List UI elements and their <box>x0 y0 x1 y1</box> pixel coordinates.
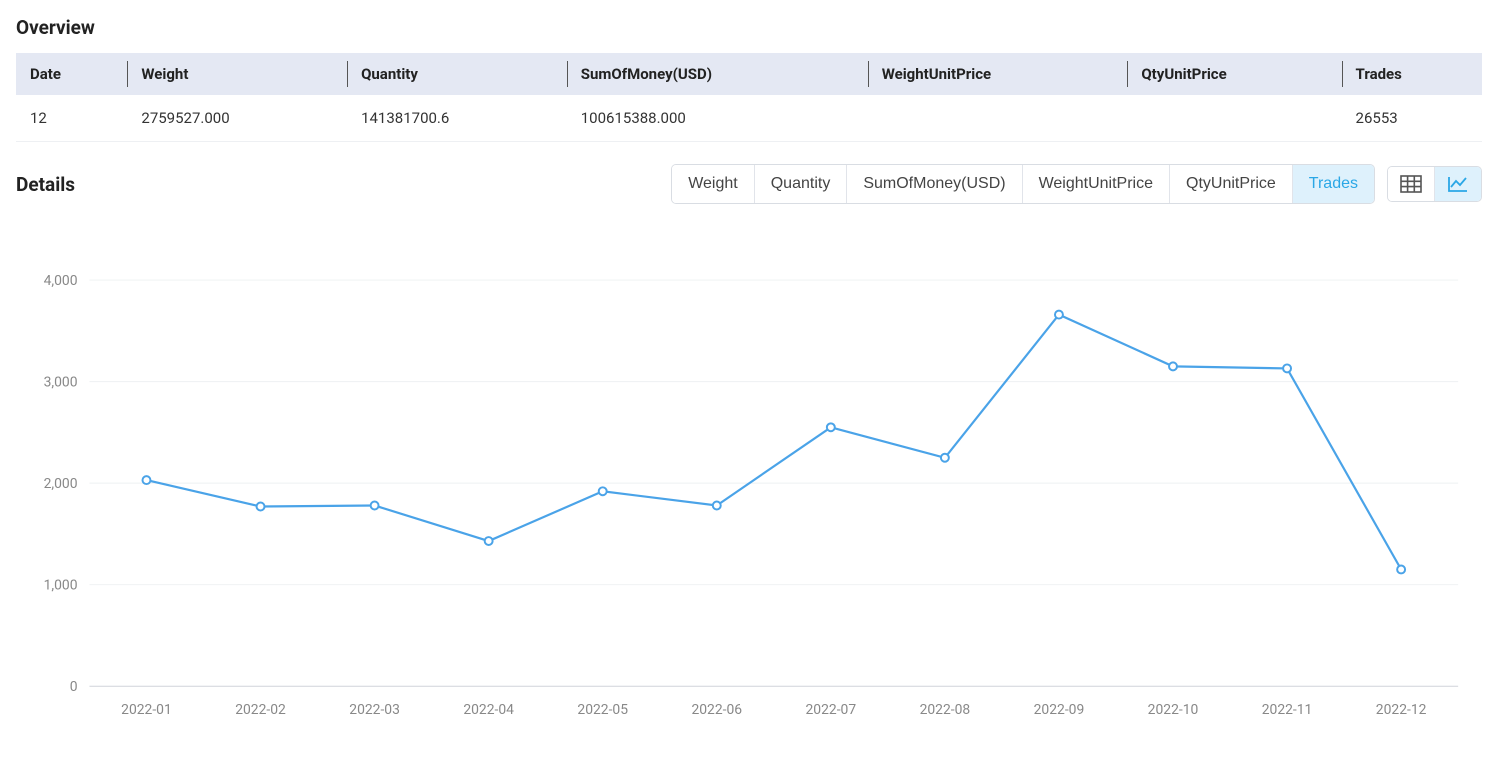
tab-quantity[interactable]: Quantity <box>754 165 847 203</box>
cell-sumofmoney: 100615388.000 <box>567 95 868 142</box>
view-mode-group <box>1387 166 1482 202</box>
tab-qtyunitprice[interactable]: QtyUnitPrice <box>1169 165 1292 203</box>
svg-text:2022-02: 2022-02 <box>235 702 286 718</box>
svg-text:2022-01: 2022-01 <box>121 702 172 718</box>
overview-title: Overview <box>16 16 1482 39</box>
tab-trades[interactable]: Trades <box>1292 165 1374 203</box>
cell-weightunitprice <box>868 95 1128 142</box>
overview-data-row: 12 2759527.000 141381700.6 100615388.000… <box>16 95 1482 142</box>
col-quantity: Quantity <box>347 53 567 95</box>
view-table-button[interactable] <box>1388 167 1434 201</box>
cell-qtyunitprice <box>1127 95 1341 142</box>
col-sumofmoney: SumOfMoney(USD) <box>567 53 868 95</box>
table-icon <box>1400 175 1422 193</box>
svg-text:2022-04: 2022-04 <box>463 702 514 718</box>
cell-trades: 26553 <box>1342 95 1482 142</box>
cell-weight: 2759527.000 <box>127 95 347 142</box>
svg-text:1,000: 1,000 <box>44 578 78 594</box>
details-title: Details <box>16 173 75 196</box>
svg-text:2022-12: 2022-12 <box>1376 702 1427 718</box>
tab-weight[interactable]: Weight <box>672 165 754 203</box>
col-weightunitprice: WeightUnitPrice <box>868 53 1128 95</box>
line-chart-icon <box>1447 175 1469 193</box>
view-chart-button[interactable] <box>1434 167 1481 201</box>
cell-date: 12 <box>16 95 127 142</box>
col-qtyunitprice: QtyUnitPrice <box>1127 53 1341 95</box>
svg-text:2022-03: 2022-03 <box>349 702 400 718</box>
svg-text:2022-05: 2022-05 <box>577 702 628 718</box>
svg-text:0: 0 <box>70 679 78 695</box>
tab-sumofmoney[interactable]: SumOfMoney(USD) <box>846 165 1021 203</box>
svg-text:2022-11: 2022-11 <box>1262 702 1313 718</box>
cell-quantity: 141381700.6 <box>347 95 567 142</box>
trades-chart: 0 1,000 2,000 3,000 4,000 2022-01 2022-02 2022-… <box>16 222 1482 730</box>
chart-canvas: 0 1,000 2,000 3,000 4,000 2022-01 2022-02 2022-… <box>20 230 1478 726</box>
svg-text:2022-09: 2022-09 <box>1034 702 1085 718</box>
svg-text:3,000: 3,000 <box>44 375 78 391</box>
svg-text:4,000: 4,000 <box>44 273 78 289</box>
svg-text:2022-06: 2022-06 <box>691 702 742 718</box>
svg-text:2022-10: 2022-10 <box>1148 702 1199 718</box>
tab-weightunitprice[interactable]: WeightUnitPrice <box>1022 165 1169 203</box>
svg-text:2022-07: 2022-07 <box>806 702 857 718</box>
svg-text:2,000: 2,000 <box>44 476 78 492</box>
col-trades: Trades <box>1342 53 1482 95</box>
metric-tab-group: Weight Quantity SumOfMoney(USD) WeightUn… <box>671 164 1375 204</box>
svg-text:2022-08: 2022-08 <box>920 702 971 718</box>
col-date: Date <box>16 53 127 95</box>
overview-header-row: Date Weight Quantity SumOfMoney(USD) Wei… <box>16 53 1482 95</box>
overview-table: Date Weight Quantity SumOfMoney(USD) Wei… <box>16 53 1482 142</box>
col-weight: Weight <box>127 53 347 95</box>
